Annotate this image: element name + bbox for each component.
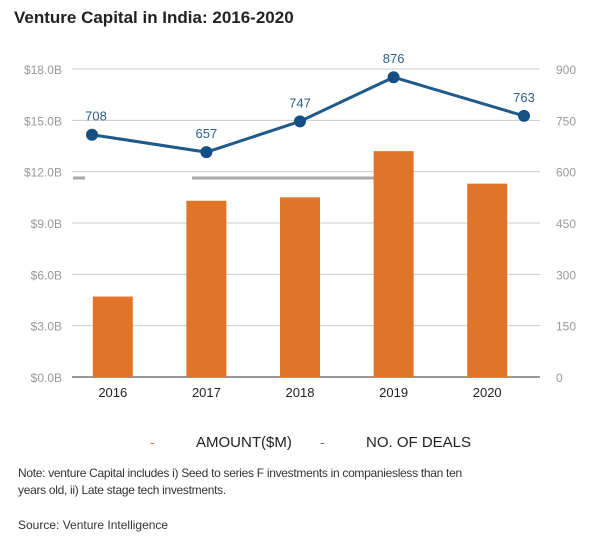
x-tick-label: 2017 (192, 385, 221, 400)
chart-title: Venture Capital in India: 2016-2020 (14, 8, 294, 27)
deals-point-2019 (387, 71, 400, 84)
y-left-tick-label: $12.0B (24, 166, 62, 180)
legend-marker-deals: - (320, 434, 325, 450)
y-right-tick-label: 150 (556, 320, 576, 334)
y-left-tick-label: $9.0B (31, 217, 62, 231)
note-text-line2: years old, ii) Late stage tech investmen… (18, 483, 226, 497)
y-right-tick-label: 300 (556, 268, 576, 282)
bar-2016 (92, 296, 133, 377)
bar-2020 (467, 183, 508, 377)
deals-data-label: 747 (289, 95, 311, 110)
y-left-tick-label: $15.0B (24, 114, 62, 128)
source-text: Source: Venture Intelligence (18, 518, 169, 532)
deals-data-label: 657 (196, 126, 218, 141)
x-tick-label: 2018 (286, 385, 315, 400)
deals-point-2020 (518, 109, 530, 122)
bar-2017 (186, 200, 227, 377)
deals-point-2018 (294, 115, 306, 128)
x-tick-label: 2019 (379, 385, 408, 400)
legend-label-amount: AMOUNT($M) (196, 434, 292, 451)
deals-data-label: 876 (383, 51, 405, 66)
y-left-tick-label: $3.0B (31, 320, 62, 334)
note-text: Note: venture Capital includes i) Seed t… (18, 466, 462, 480)
y-right-tick-label: 900 (556, 63, 576, 77)
bar-2019 (373, 151, 414, 377)
deals-data-label: 708 (85, 109, 107, 124)
combo-chart: $0.0B 0 $3.0B 150 $6.0B 300 $9.0B 450 $12.0B 600 $… (24, 51, 576, 451)
y-right-tick-label: 750 (556, 114, 576, 128)
deals-point-2016 (86, 128, 98, 141)
bar-2018 (280, 197, 320, 377)
y-left-tick-label: $0.0B (31, 371, 62, 385)
deals-line (91, 75, 525, 154)
x-tick-label: 2016 (98, 385, 127, 400)
y-right-tick-label: 0 (556, 371, 563, 385)
y-right-tick-label: 450 (556, 217, 576, 231)
legend-label-deals: NO. OF DEALS (366, 434, 471, 451)
x-tick-label: 2020 (473, 385, 502, 400)
deals-data-label: 763 (513, 90, 535, 105)
legend-marker-amount: - (150, 434, 155, 450)
y-left-tick-label: $6.0B (31, 268, 62, 282)
y-right-tick-label: 600 (556, 166, 576, 180)
y-left-tick-label: $18.0B (24, 63, 62, 77)
deals-point-2017 (200, 146, 213, 159)
